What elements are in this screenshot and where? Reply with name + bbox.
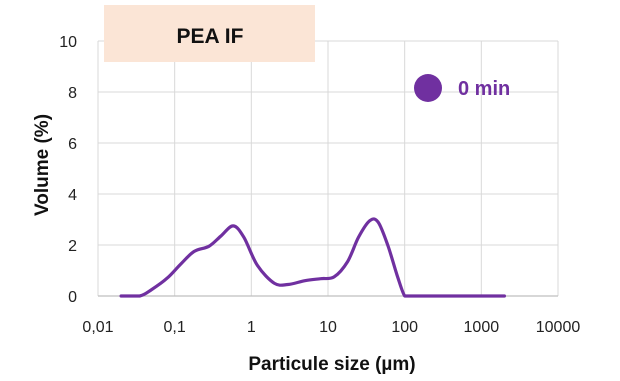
legend-label: 0 min: [458, 78, 510, 100]
y-tick-label: 0: [68, 289, 77, 306]
x-tick-label: 10000: [536, 319, 581, 336]
x-tick-label: 0,01: [82, 319, 113, 336]
x-tick-labels: 0,01 0,1 1 10 100 1000 10000: [82, 319, 580, 336]
x-tick-label: 0,1: [164, 319, 186, 336]
x-tick-label: 1: [247, 319, 256, 336]
legend-marker: [414, 74, 442, 102]
y-axis-title: Volume (%): [32, 114, 53, 216]
chart-title: PEA IF: [177, 25, 244, 48]
series-line-0-min: [119, 217, 506, 298]
y-tick-label: 2: [68, 238, 77, 255]
y-tick-label: 6: [68, 136, 77, 153]
y-tick-label: 4: [68, 187, 77, 204]
y-tick-label: 8: [68, 85, 77, 102]
x-tick-label: 1000: [464, 319, 500, 336]
y-tick-label: 10: [59, 34, 77, 51]
y-tick-labels: 0 2 4 6 8 10: [59, 34, 77, 306]
x-axis-title: Particule size (µm): [248, 354, 415, 375]
x-tick-label: 10: [319, 319, 337, 336]
x-tick-label: 100: [391, 319, 418, 336]
title-box: [104, 5, 315, 62]
